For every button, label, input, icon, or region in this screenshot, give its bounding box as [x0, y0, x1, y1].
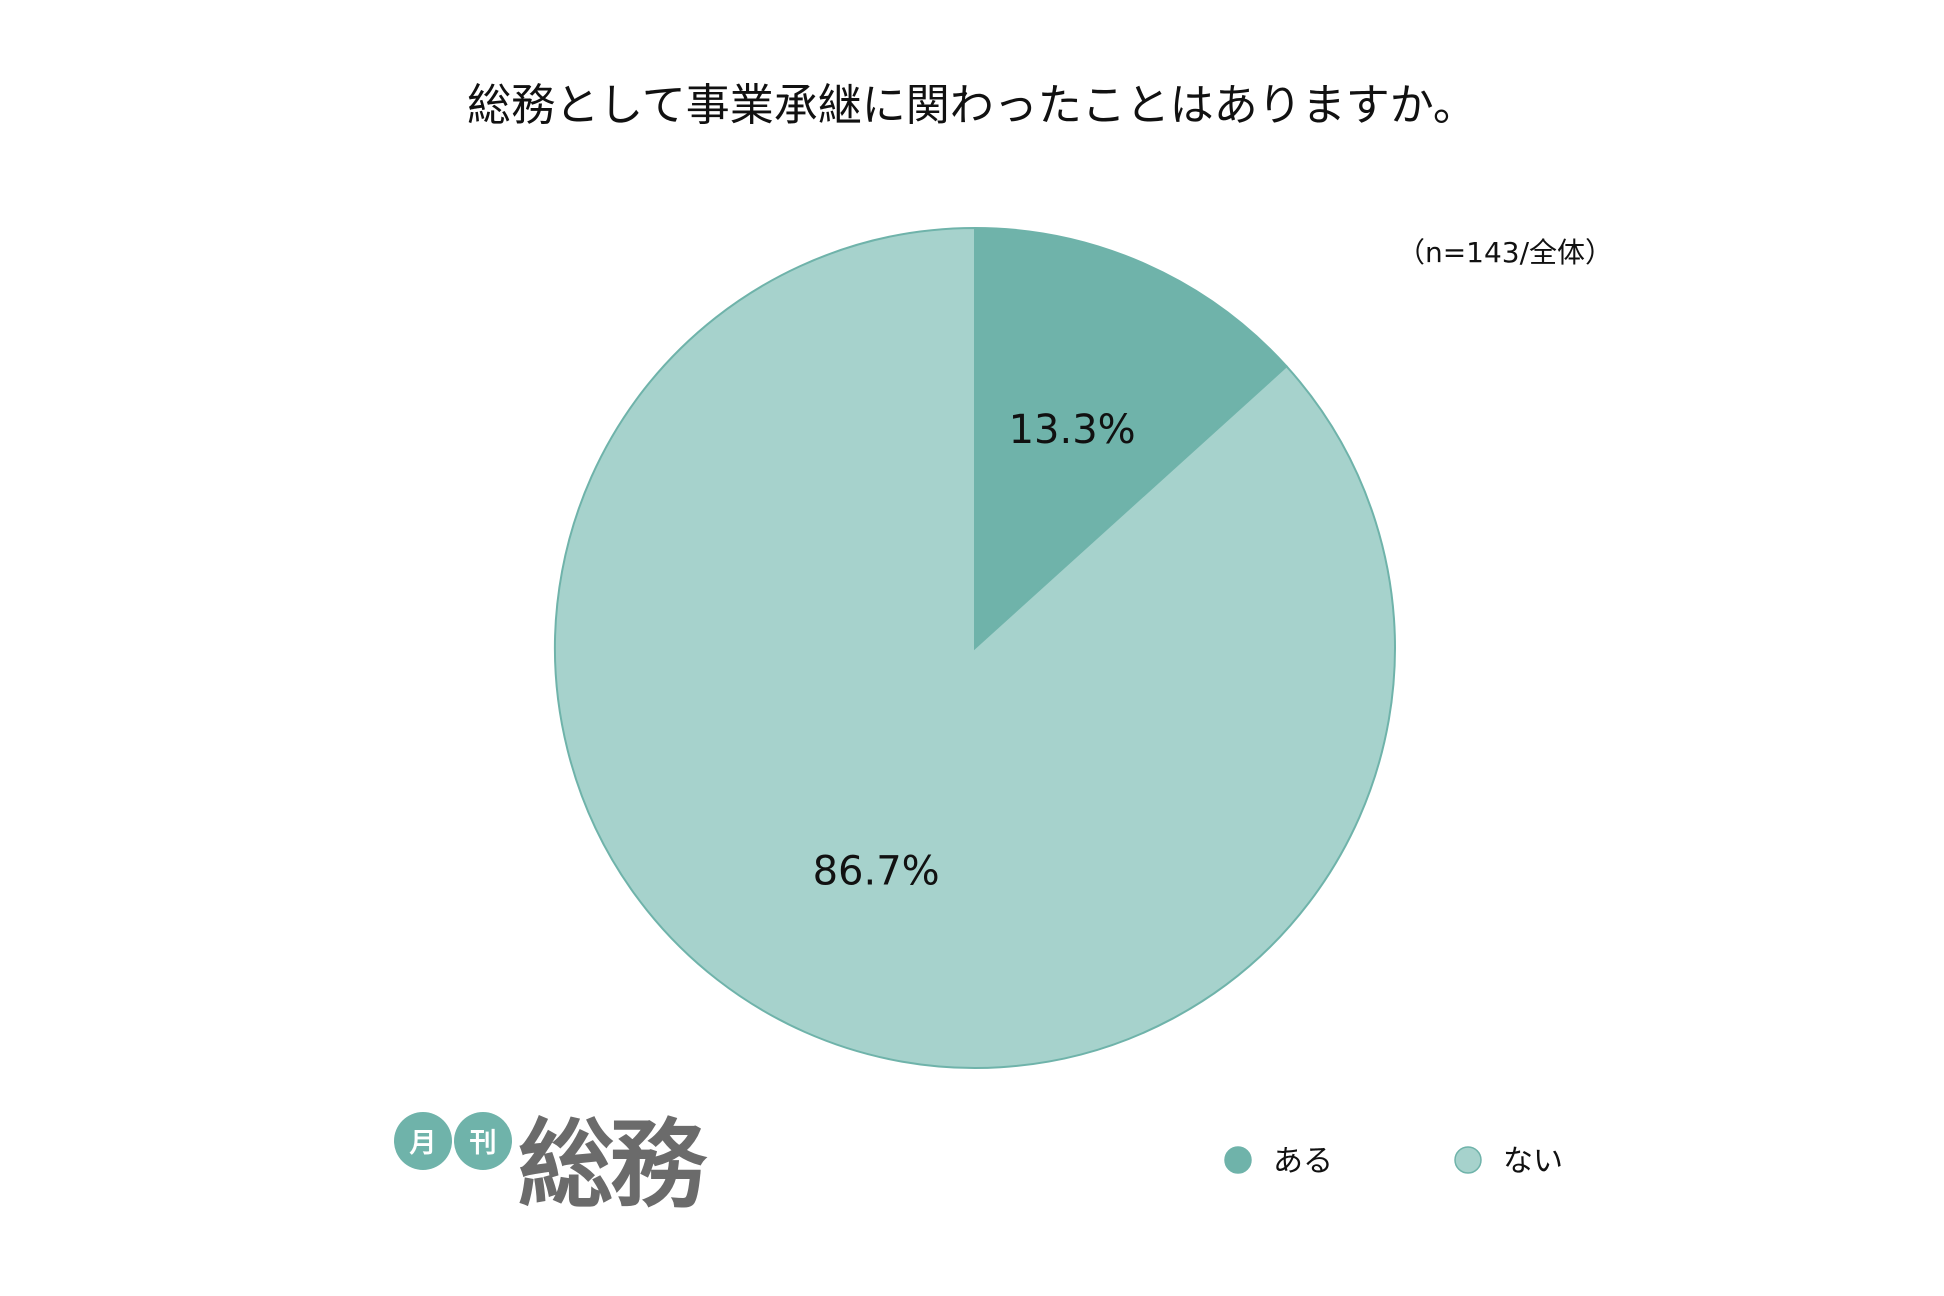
logo-badge-tsuki: [394, 1112, 452, 1170]
gekkan-soumu-logo: 月 刊 総務: [394, 1109, 712, 1221]
pie-slice-nai: [554, 226, 1396, 1069]
logo-badge-tsuki-text: 月: [409, 1128, 437, 1159]
legend-label-nai: ない: [1503, 1144, 1563, 1179]
pie-slice-aru: [974, 226, 1288, 651]
pie-data-label-nai: 86.7%: [813, 849, 940, 895]
legend-item-aru: ある: [1224, 1144, 1333, 1179]
legend: ある ない: [1224, 1144, 1563, 1179]
logo-wordmark: 総務: [518, 1109, 708, 1221]
logo-badge-kan: [454, 1112, 512, 1170]
pie-slices: [554, 226, 1396, 1069]
sample-size-note: （n=143/全体）: [1397, 236, 1613, 269]
logo-badge-kan-text: 刊: [470, 1128, 497, 1159]
pie-data-labels: 13.3% 86.7%: [813, 407, 1136, 894]
pie-data-label-aru: 13.3%: [1009, 407, 1136, 453]
chart-title: 総務として事業承継に関わったことはありますか。: [467, 80, 1477, 131]
legend-swatch-nai: [1454, 1146, 1482, 1174]
legend-item-nai: ない: [1454, 1144, 1563, 1179]
legend-swatch-aru: [1224, 1146, 1252, 1174]
legend-label-aru: ある: [1273, 1144, 1333, 1179]
